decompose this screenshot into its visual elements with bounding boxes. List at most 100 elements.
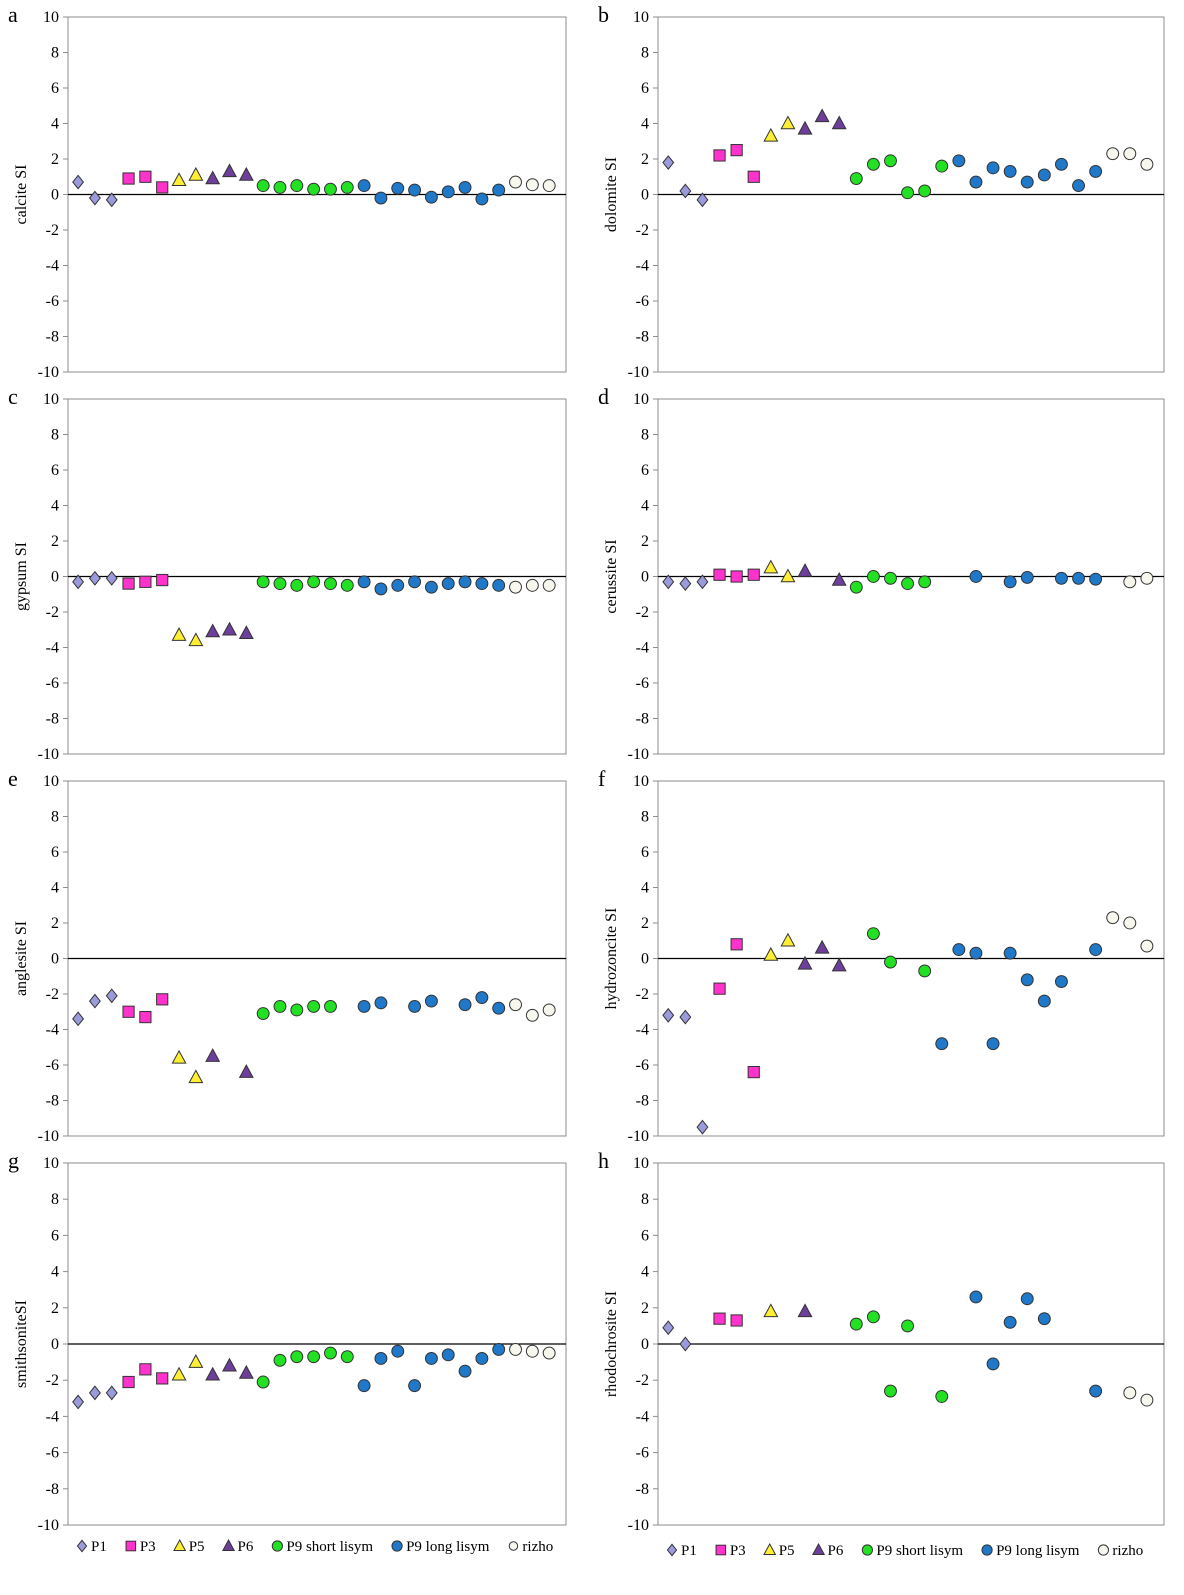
data-point xyxy=(408,183,422,197)
series-P5 xyxy=(171,1049,204,1084)
y-tick-label: 2 xyxy=(51,533,59,550)
legend-label: P9 long lisym xyxy=(996,1543,1080,1559)
data-point xyxy=(969,570,983,583)
y-tick-label: 0 xyxy=(51,1336,59,1353)
legend-marker xyxy=(508,1541,519,1551)
data-point xyxy=(307,1350,321,1364)
legend-item: P6 xyxy=(221,1538,254,1555)
y-tick-label: 4 xyxy=(51,498,59,515)
data-point xyxy=(679,1009,692,1025)
y-tick-label: -10 xyxy=(628,746,649,763)
data-point xyxy=(222,621,238,636)
series-P9l xyxy=(357,179,506,206)
series-P6 xyxy=(797,1303,813,1318)
data-point xyxy=(662,1007,675,1023)
y-tick-label: -2 xyxy=(46,1372,59,1389)
legend-label: P9 long lisym xyxy=(406,1539,490,1555)
legend-label: rizho xyxy=(1112,1543,1143,1559)
panel-letter: f xyxy=(598,766,606,791)
legend-item: P9 long lisym xyxy=(981,1543,1080,1559)
data-point xyxy=(391,578,405,592)
data-point xyxy=(1020,175,1034,189)
series-rizho xyxy=(509,998,556,1022)
data-point xyxy=(849,580,863,594)
legend-label: P5 xyxy=(779,1543,795,1559)
series-P3 xyxy=(713,1312,743,1327)
series-rizho xyxy=(509,1342,556,1360)
legend-item: P9 short lisym xyxy=(271,1539,373,1555)
data-point xyxy=(866,570,880,583)
panel-letter: a xyxy=(8,2,18,27)
chart-panel-f: 10 8 6 4 2 0 -2 -4 -6 -8 -10 f hydrozoncite SI xyxy=(598,766,1165,1145)
data-point xyxy=(205,1366,221,1381)
data-point xyxy=(139,575,152,588)
data-point xyxy=(952,943,966,957)
series-P3 xyxy=(713,568,760,583)
data-point xyxy=(1054,975,1068,989)
y-tick-label: -8 xyxy=(46,711,59,728)
y-tick-label: 8 xyxy=(641,1191,649,1208)
data-point xyxy=(713,1312,726,1325)
data-point xyxy=(1089,1384,1103,1398)
y-tick-label: -6 xyxy=(636,293,649,310)
series-rizho xyxy=(509,578,556,594)
y-tick-label: -10 xyxy=(628,364,649,381)
data-point xyxy=(290,1350,304,1364)
data-point xyxy=(72,574,85,590)
data-point xyxy=(458,180,472,194)
series-P1 xyxy=(72,174,118,208)
data-point xyxy=(188,1354,204,1368)
y-tick-label: -10 xyxy=(38,364,59,381)
series-P3 xyxy=(713,938,760,1079)
data-point xyxy=(509,998,522,1012)
data-point xyxy=(780,932,796,947)
series-P3 xyxy=(122,573,169,590)
y-tick-label: 10 xyxy=(633,9,649,26)
panel-letter: g xyxy=(8,1148,19,1173)
data-point xyxy=(88,1385,101,1401)
y-tick-label: 6 xyxy=(641,844,649,861)
y-tick-label: -10 xyxy=(628,1128,649,1145)
series-rizho xyxy=(509,175,556,193)
y-tick-label: 0 xyxy=(51,951,59,968)
data-point xyxy=(763,1303,779,1318)
series-P1 xyxy=(72,1385,118,1410)
y-tick-label: 6 xyxy=(51,462,59,479)
series-P6 xyxy=(205,163,254,185)
y-tick-label: -6 xyxy=(636,1445,649,1462)
panel-letter: h xyxy=(598,1148,609,1173)
data-point xyxy=(763,559,779,574)
data-point xyxy=(1020,570,1034,584)
y-tick-label: -8 xyxy=(636,1093,649,1110)
legend-label: P1 xyxy=(91,1539,107,1555)
y-axis-title: anglesite SI xyxy=(13,921,30,996)
y-tick-label: -6 xyxy=(46,1445,59,1462)
legend-label: P6 xyxy=(238,1539,254,1555)
data-point xyxy=(122,1375,135,1389)
y-axis-title: rhodochrosite SI xyxy=(603,1291,620,1397)
series-P9s xyxy=(849,570,932,594)
data-point xyxy=(122,1005,135,1018)
data-point xyxy=(884,571,897,585)
data-point xyxy=(171,1366,187,1381)
data-point xyxy=(374,582,388,596)
data-point xyxy=(273,577,287,591)
y-tick-label: -2 xyxy=(46,986,59,1003)
data-point xyxy=(256,1375,270,1389)
data-point xyxy=(238,1064,254,1078)
data-point xyxy=(1003,1315,1017,1329)
y-tick-label: 10 xyxy=(43,391,59,408)
data-point xyxy=(357,179,371,193)
data-point xyxy=(747,170,760,183)
series-P9s xyxy=(256,999,337,1020)
data-point xyxy=(475,991,489,1004)
data-point xyxy=(374,996,388,1010)
series-P3 xyxy=(122,170,169,194)
series-P9s xyxy=(256,575,354,592)
series-P9l xyxy=(357,1342,506,1393)
y-tick-label: -10 xyxy=(38,746,59,763)
data-point xyxy=(797,955,813,970)
series-P9s xyxy=(849,1310,949,1403)
data-point xyxy=(188,166,204,181)
data-point xyxy=(156,993,169,1006)
